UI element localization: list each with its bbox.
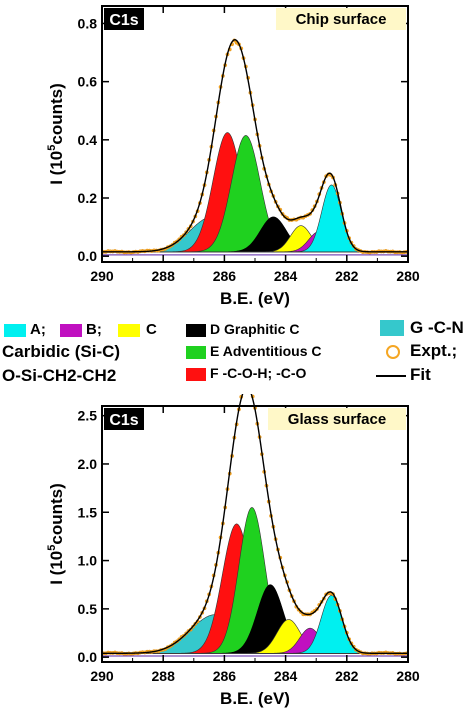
x-tick-label: 288 [152, 668, 176, 684]
legend-swatch-e [186, 346, 206, 359]
x-tick-label: 284 [274, 668, 298, 684]
legend: A; B; C Carbidic (Si-C) O-Si-CH2-CH2 D G… [0, 318, 474, 394]
x-tick-label: 290 [90, 668, 114, 684]
legend-label-a: A; [30, 321, 46, 338]
fit-line [102, 394, 408, 655]
y-tick-label: 0.5 [78, 601, 98, 617]
x-tick-label: 286 [213, 668, 237, 684]
x-tick-label: 282 [335, 668, 359, 684]
peak-E [101, 135, 409, 253]
x-tick-label: 290 [90, 268, 114, 284]
legend-line-fit [376, 375, 406, 377]
legend-carbidic-text: Carbidic (Si-C) [2, 342, 121, 361]
x-tick-label: 280 [396, 668, 420, 684]
legend-swatch-a [4, 324, 26, 337]
corner-label-bg [104, 408, 144, 430]
corner-label-bg [104, 8, 144, 30]
y-tick-label: 1.5 [78, 504, 98, 520]
legend-swatch-f [186, 368, 206, 381]
chip-surface-chart: 290 288 286 284 282 280 0.0 0.2 0.4 0.6 0.8 C1s Chip… [46, 5, 420, 308]
y-tick-label: 0.8 [78, 15, 98, 31]
y-tick-label: 0.2 [78, 190, 98, 206]
x-tick-label: 288 [152, 268, 176, 284]
x-tick-label: 284 [274, 268, 298, 284]
corner-label: C1s [109, 412, 138, 429]
chart-title: Chip surface [296, 11, 387, 28]
legend-label-c: C [146, 321, 157, 338]
title-banner-bg [276, 8, 406, 30]
corner-label: C1s [109, 12, 138, 29]
legend-label-d: D Graphitic C [210, 321, 300, 337]
legend-label-f: F -C-O-H; -C-O [210, 365, 307, 381]
y-tick-label: 0.0 [78, 248, 98, 264]
legend-osi-text: O-Si-CH2-CH2 [2, 366, 117, 385]
legend-label-fit: Fit [410, 365, 431, 384]
legend-marker-expt [386, 345, 400, 359]
x-tick-label: 280 [396, 268, 420, 284]
legend-swatch-g [380, 320, 404, 336]
y-tick-label: 2.5 [78, 408, 98, 424]
chart-title: Glass surface [288, 411, 386, 428]
y-axis-label: I (105counts) [46, 483, 66, 585]
y-tick-label: 0.4 [78, 132, 98, 148]
legend-label-expt: Expt.; [410, 341, 458, 360]
x-axis-label: B.E. (eV) [220, 689, 290, 708]
x-tick-label: 282 [335, 268, 359, 284]
y-tick-label: 0.6 [78, 74, 98, 90]
legend-swatch-c [118, 324, 140, 337]
glass-surface-chart: 290 288 286 284 282 280 0.0 0.5 1.0 1.5 2.0 2.5 C1s G… [46, 394, 420, 708]
fit-line [102, 39, 408, 253]
y-axis-label: I (105counts) [46, 83, 66, 185]
legend-label-g: G -C-N [410, 318, 464, 337]
legend-label-e: E Adventitious C [210, 343, 322, 359]
title-banner-bg [268, 408, 406, 430]
legend-swatch-b [60, 324, 82, 337]
y-tick-label: 1.0 [78, 553, 98, 569]
y-tick-label: 0.0 [78, 649, 98, 665]
x-axis-label: B.E. (eV) [220, 289, 290, 308]
legend-label-b: B; [86, 321, 102, 338]
legend-swatch-d [186, 324, 206, 337]
x-tick-label: 286 [213, 268, 237, 284]
y-tick-label: 2.0 [78, 456, 98, 472]
